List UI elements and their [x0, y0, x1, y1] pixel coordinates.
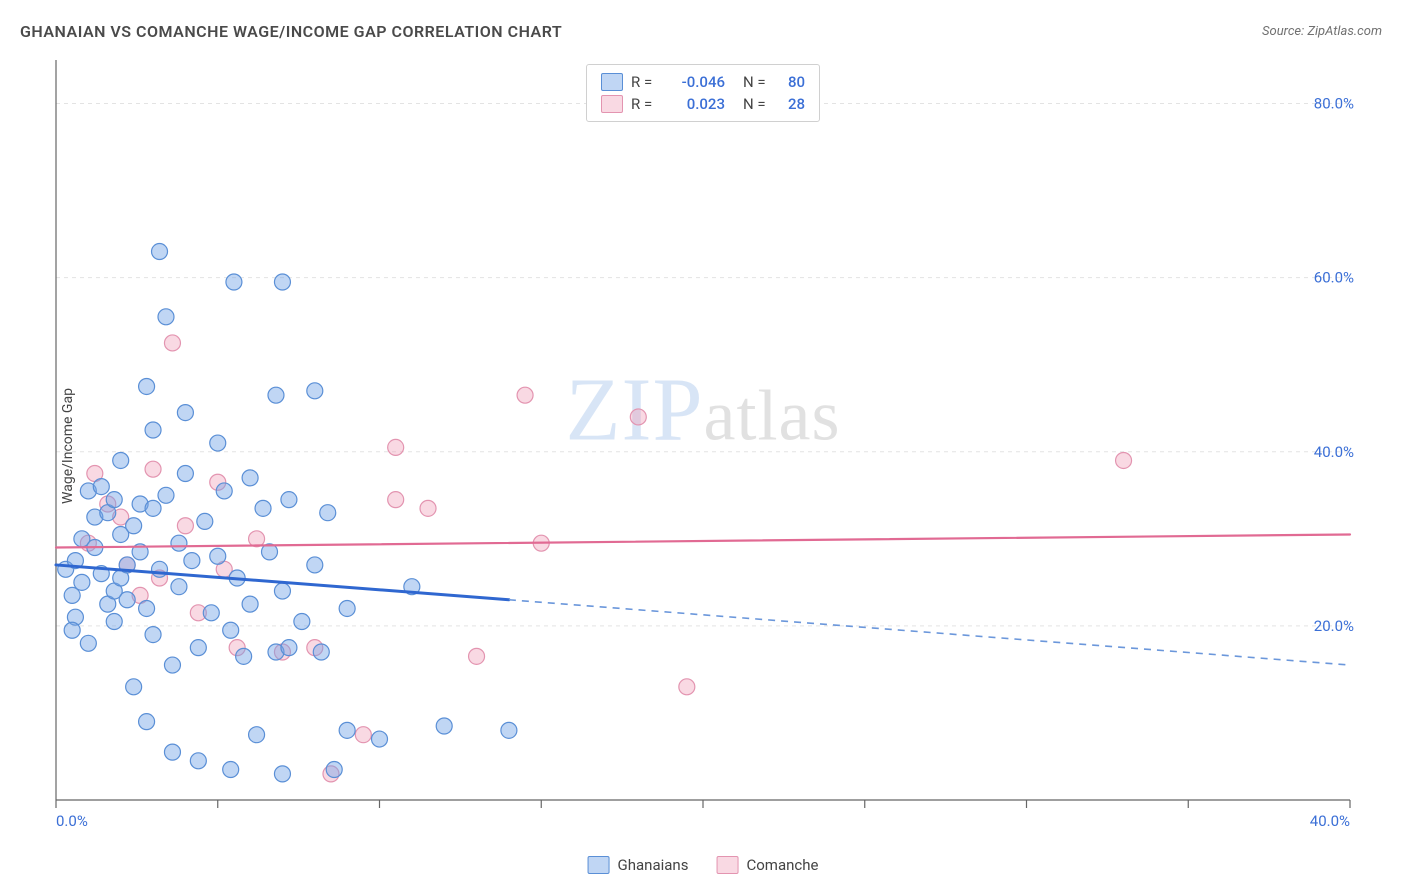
series-legend: Ghanaians Comanche: [588, 856, 819, 874]
chart-svg: 0.0% 40.0% 20.0% 40.0% 60.0% 80.0%: [50, 60, 1380, 840]
n-label: N =: [743, 71, 769, 93]
legend-label-ghanaians: Ghanaians: [618, 856, 689, 874]
svg-text:0.0%: 0.0%: [56, 812, 88, 830]
scatter-chart: 0.0% 40.0% 20.0% 40.0% 60.0% 80.0%: [50, 60, 1380, 840]
svg-text:60.0%: 60.0%: [1314, 269, 1354, 287]
svg-text:20.0%: 20.0%: [1314, 617, 1354, 635]
swatch-comanche: [716, 856, 738, 874]
source-name: ZipAtlas.com: [1307, 24, 1382, 39]
svg-text:40.0%: 40.0%: [1314, 443, 1354, 461]
legend-row-comanche: R = 0.023 N = 28: [601, 93, 805, 115]
n-label: N =: [743, 93, 769, 115]
swatch-comanche: [601, 95, 623, 113]
swatch-ghanaians: [588, 856, 610, 874]
r-value-comanche: 0.023: [665, 93, 725, 115]
n-value-comanche: 28: [777, 93, 805, 115]
r-label: R =: [631, 71, 657, 93]
n-value-ghanaians: 80: [777, 71, 805, 93]
legend-item-comanche: Comanche: [716, 856, 818, 874]
correlation-legend: R = -0.046 N = 80 R = 0.023 N = 28: [586, 64, 820, 122]
swatch-ghanaians: [601, 73, 623, 91]
source-attribution: Source: ZipAtlas.com: [1262, 24, 1382, 39]
legend-label-comanche: Comanche: [746, 856, 818, 874]
chart-title: GHANAIAN VS COMANCHE WAGE/INCOME GAP COR…: [20, 22, 562, 41]
source-prefix: Source:: [1262, 24, 1307, 39]
r-value-ghanaians: -0.046: [665, 71, 725, 93]
svg-text:40.0%: 40.0%: [1310, 812, 1350, 830]
svg-text:80.0%: 80.0%: [1314, 95, 1354, 113]
legend-item-ghanaians: Ghanaians: [588, 856, 689, 874]
legend-row-ghanaians: R = -0.046 N = 80: [601, 71, 805, 93]
r-label: R =: [631, 93, 657, 115]
